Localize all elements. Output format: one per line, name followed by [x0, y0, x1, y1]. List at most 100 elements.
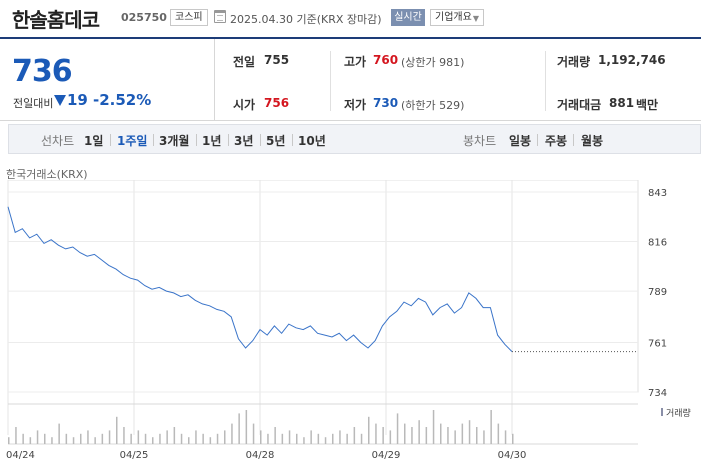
volume-bar — [339, 430, 341, 444]
company-name: 한솔홈데코 — [12, 8, 100, 32]
volume-value: 1,192,746 — [598, 53, 666, 67]
volume-bar — [144, 433, 147, 444]
volume-bar — [137, 430, 140, 444]
chart-source: 한국거래소(KRX) — [6, 168, 88, 181]
volume-bar — [152, 437, 154, 444]
volume-bar — [260, 430, 262, 444]
period-1d[interactable]: 1일 — [84, 134, 104, 148]
y-tick-label: 816 — [648, 238, 667, 249]
volume-legend-swatch — [661, 408, 663, 416]
candle-monthly[interactable]: 월봉 — [581, 134, 604, 148]
volume-bar — [440, 423, 442, 444]
volume-bar — [368, 416, 370, 444]
period-3m[interactable]: 3개월 — [159, 134, 190, 148]
volume-bar — [202, 433, 204, 444]
x-tick-label: 04/29 — [372, 450, 401, 461]
y-tick-label: 761 — [648, 338, 667, 349]
volume-bar — [173, 427, 176, 444]
line-chart-label: 선차트 — [41, 134, 75, 148]
divider — [292, 134, 293, 146]
volume-bar — [504, 430, 507, 444]
volume-bar — [360, 433, 363, 444]
volume-bar — [94, 437, 96, 444]
volume-bar — [245, 410, 248, 444]
volume-bar — [310, 430, 312, 444]
diff-value: 19 — [67, 91, 88, 109]
period-bar: 선차트 1일 1주일 3개월 1년 3년 5년 10년 봉차트 일봉 주봉 월봉 — [8, 124, 701, 154]
volume-bar — [8, 437, 10, 444]
diff-percent: -2.52% — [93, 91, 152, 109]
price-line — [7, 206, 513, 352]
header: 한솔홈데코 025750 코스피 2025.04.30 기준(KRX 장마감) … — [0, 0, 701, 36]
amount-value: 881 — [609, 96, 635, 110]
volume-bar — [303, 437, 305, 444]
y-tick-label: 734 — [648, 388, 667, 399]
volume-bar — [432, 410, 435, 444]
volume-bar — [87, 430, 89, 444]
candle-daily[interactable]: 일봉 — [509, 134, 532, 148]
volume-bar — [353, 427, 356, 444]
period-1y[interactable]: 1년 — [202, 134, 222, 148]
volume-bar — [483, 430, 485, 444]
volume-bar — [209, 437, 212, 444]
prev-label: 전일 — [233, 55, 256, 69]
down-triangle-icon — [54, 95, 66, 106]
volume-legend-label: 거래량 — [666, 407, 691, 419]
candle-chart-label: 봉차트 — [463, 134, 497, 148]
low-value: 730 — [373, 96, 399, 110]
diff-label: 전일대비 — [13, 97, 54, 110]
period-5y[interactable]: 5년 — [266, 134, 286, 148]
volume-bar — [188, 437, 190, 444]
period-3y[interactable]: 3년 — [234, 134, 254, 148]
amount-unit: 백만 — [636, 98, 659, 112]
open-value: 756 — [264, 96, 290, 110]
y-tick-label: 843 — [648, 188, 667, 199]
divider — [196, 134, 197, 146]
price-panel: 736 전일대비 19 -2.52% 전일 755 고가 760 (상한가 98… — [0, 37, 701, 121]
volume-bar — [389, 430, 392, 444]
date-text: 2025.04.30 기준(KRX 장마감) — [230, 13, 382, 26]
amount-label: 거래대금 — [557, 98, 602, 112]
volume-bar — [44, 433, 46, 444]
volume-bar — [447, 427, 449, 444]
volume-bar — [231, 423, 233, 444]
volume-bar — [274, 427, 276, 444]
volume-bar — [252, 423, 255, 444]
x-tick-label: 04/28 — [246, 450, 275, 461]
volume-bar — [346, 433, 348, 444]
realtime-button[interactable]: 실시간 — [391, 9, 425, 26]
volume-bar — [332, 433, 334, 444]
volume-bar — [461, 423, 464, 444]
period-10y[interactable]: 10년 — [298, 134, 326, 148]
chevron-down-icon: ▼ — [472, 14, 479, 23]
candle-weekly[interactable]: 주봉 — [545, 134, 568, 148]
volume-bar — [238, 413, 240, 444]
divider — [537, 134, 538, 146]
volume-bar — [58, 423, 60, 444]
divider — [573, 134, 574, 146]
volume-bar — [418, 420, 420, 444]
volume-bar — [224, 430, 226, 444]
volume-bar — [476, 427, 478, 444]
period-1w[interactable]: 1주일 — [117, 134, 148, 148]
market-badge: 코스피 — [170, 9, 208, 26]
current-price: 736 — [12, 54, 73, 89]
company-info-button[interactable]: 기업개요 ▼ — [430, 9, 484, 26]
volume-label: 거래량 — [557, 55, 591, 69]
lower-limit: (하한가 529) — [401, 99, 465, 112]
volume-bar — [382, 427, 384, 444]
volume-bar — [425, 427, 428, 444]
volume-bar — [490, 410, 492, 444]
volume-bar — [180, 433, 183, 444]
volume-bar — [108, 430, 111, 444]
volume-bar — [468, 420, 471, 444]
low-label: 저가 — [344, 98, 367, 112]
price-chart: 843 816 789 761 734 거래량 04/24 04/25 04/28 04/29 04… — [6, 180, 691, 461]
volume-bar — [80, 433, 82, 444]
x-tick-label: 04/25 — [120, 450, 149, 461]
volume-bar — [216, 433, 219, 444]
volume-bar — [288, 430, 291, 444]
divider — [153, 134, 154, 146]
volume-bar — [404, 423, 406, 444]
volume-bar — [15, 427, 17, 444]
